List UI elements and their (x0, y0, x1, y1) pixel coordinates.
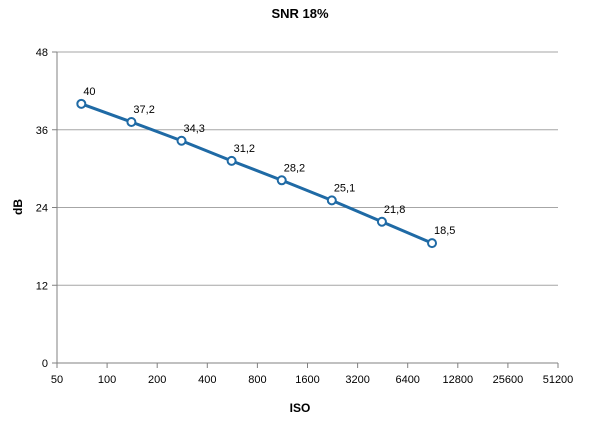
data-point (427, 238, 438, 249)
x-tick-label: 800 (248, 374, 266, 386)
data-point (76, 98, 87, 109)
x-tick-label: 400 (198, 374, 216, 386)
y-tick-label: 12 (36, 280, 48, 292)
y-tick-label: 0 (42, 358, 48, 370)
data-label: 18,5 (434, 225, 455, 237)
data-label: 31,2 (234, 143, 255, 155)
data-label: 34,3 (184, 123, 205, 135)
y-tick-label: 48 (36, 47, 48, 59)
x-tick-label: 25600 (493, 374, 524, 386)
chart-title: SNR 18% (271, 6, 329, 21)
data-point (326, 195, 337, 206)
x-tick-label: 3200 (345, 374, 369, 386)
x-tick-label: 100 (98, 374, 116, 386)
x-tick-label: 51200 (543, 374, 574, 386)
series-line (80, 102, 433, 245)
x-tick-label: 50 (51, 374, 63, 386)
data-label: 40 (83, 86, 95, 98)
data-point (126, 116, 137, 127)
data-point (276, 175, 287, 186)
data-label: 37,2 (133, 104, 154, 116)
data-point (226, 155, 237, 166)
x-tick-label: 200 (148, 374, 166, 386)
y-tick-label: 36 (36, 125, 48, 137)
data-label: 25,1 (334, 182, 355, 194)
data-point (176, 135, 187, 146)
data-point (376, 216, 387, 227)
x-tick-label: 1600 (295, 374, 319, 386)
data-label: 21,8 (384, 204, 405, 216)
y-tick-label: 24 (36, 203, 48, 215)
x-tick-label: 12800 (443, 374, 474, 386)
x-tick-label: 6400 (395, 374, 419, 386)
x-axis-label: ISO (289, 401, 311, 415)
data-label: 28,2 (284, 162, 305, 174)
